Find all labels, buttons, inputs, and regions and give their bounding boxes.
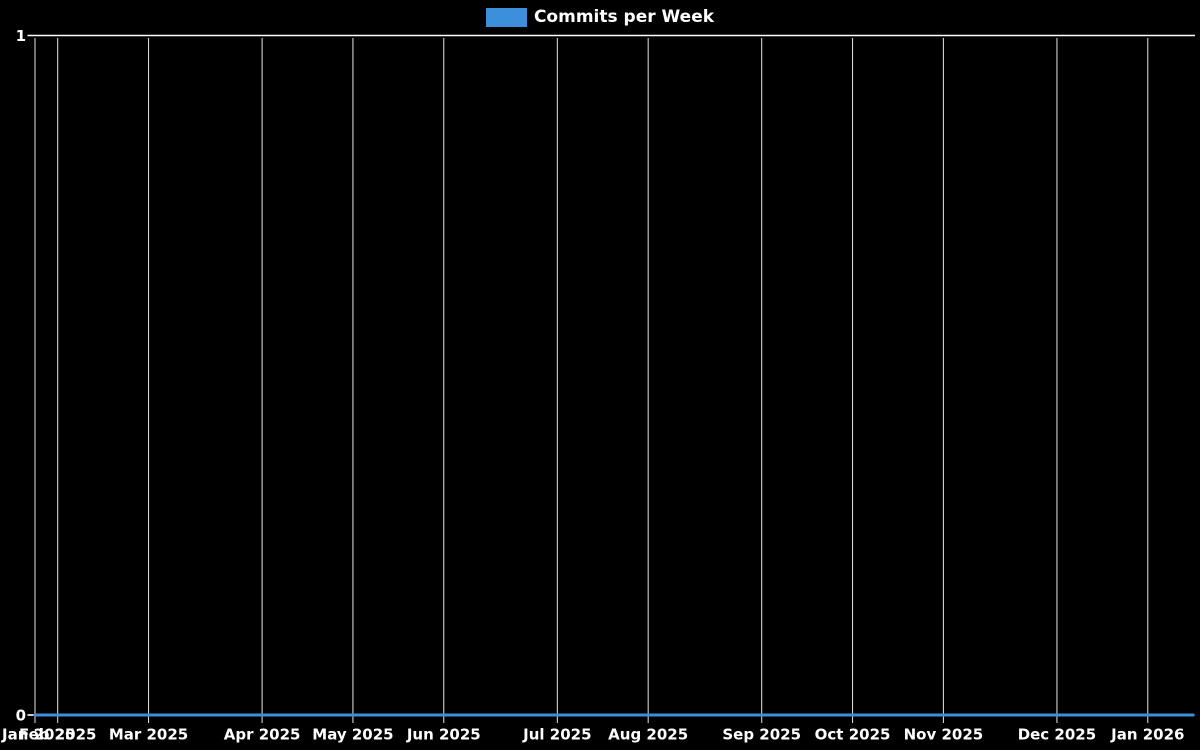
x-tick-label: Dec 2025 — [1018, 726, 1097, 744]
x-tick-label: Mar 2025 — [109, 726, 188, 744]
x-tick-label: Jan 2026 — [1110, 726, 1184, 744]
x-tick-label: Oct 2025 — [815, 726, 891, 744]
x-tick-label: Jul 2025 — [522, 726, 591, 744]
x-tick-label: May 2025 — [312, 726, 393, 744]
chart-legend[interactable]: Commits per Week — [0, 0, 1200, 34]
x-tick-label: Feb 2025 — [19, 726, 97, 744]
y-tick-label: 1 — [16, 27, 26, 45]
legend-label: Commits per Week — [533, 6, 715, 27]
y-tick-label: 0 — [16, 707, 26, 725]
x-tick-label: Aug 2025 — [608, 726, 688, 744]
x-tick-label: Nov 2025 — [904, 726, 984, 744]
x-tick-label: Jun 2025 — [406, 726, 481, 744]
x-tick-label: Apr 2025 — [224, 726, 301, 744]
x-tick-label: Jan 2025 — [1, 726, 75, 744]
x-tick-label: Sep 2025 — [722, 726, 801, 744]
legend-swatch-icon — [485, 7, 527, 27]
